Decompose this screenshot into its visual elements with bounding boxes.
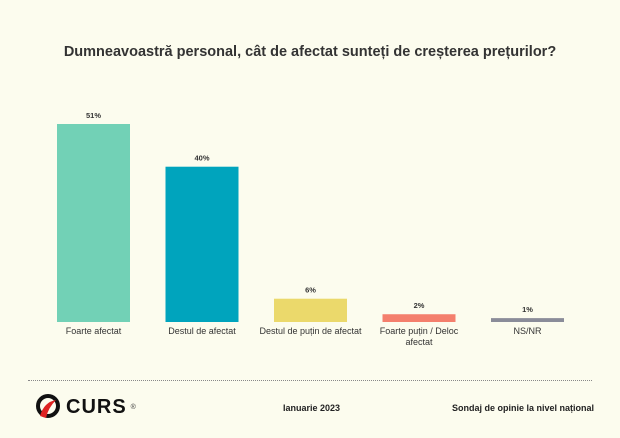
data-label: 6% [305, 286, 316, 295]
data-label: 1% [522, 305, 533, 314]
footer-date: Ianuarie 2023 [283, 403, 341, 413]
bar [491, 318, 564, 322]
bar [57, 124, 130, 322]
category-label: Foarte afectat [66, 326, 122, 336]
divider [28, 380, 592, 381]
logo-text: CURS [66, 395, 127, 418]
bar [382, 314, 456, 322]
category-label: Foarte puțin / Deloc afectat [380, 326, 459, 347]
data-label: 2% [414, 301, 425, 310]
bar [165, 166, 239, 322]
registered-mark: ® [130, 403, 136, 411]
data-label: 51% [86, 111, 101, 120]
category-label: Destul de afectat [168, 326, 236, 336]
category-label: NS/NR [513, 326, 542, 336]
chart-title: Dumneavoastră personal, cât de afectat s… [63, 44, 557, 60]
data-label: 40% [194, 154, 209, 163]
category-label: Destul de puțin de afectat [259, 326, 362, 336]
bar [274, 298, 347, 322]
bar-chart: 51% Foarte afectat 40% Destul de afectat 6% D… [57, 111, 564, 347]
curs-logo-icon [36, 394, 60, 418]
curs-logo: CURS ® [34, 394, 136, 420]
footer-source: Sondaj de opinie la nivel național [452, 403, 595, 413]
